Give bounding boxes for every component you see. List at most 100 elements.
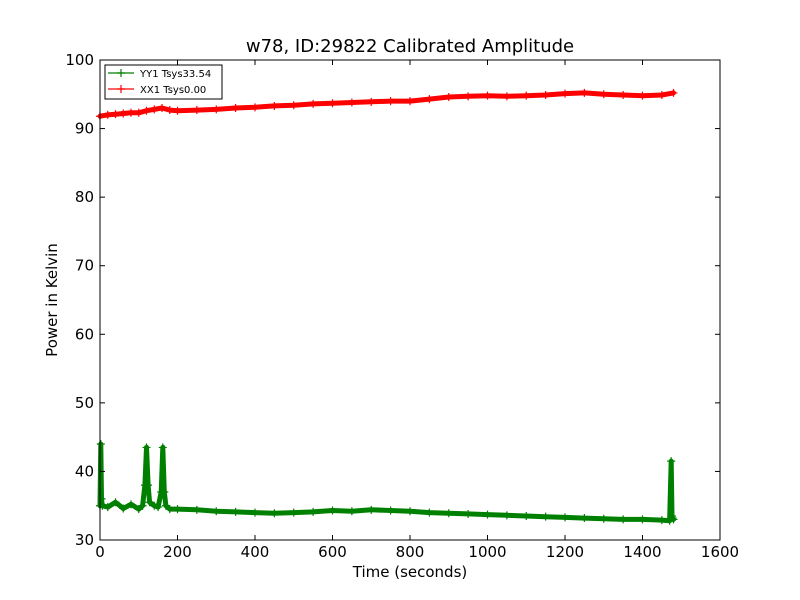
data-point (119, 109, 128, 118)
data-point (231, 507, 240, 516)
data-point (127, 500, 135, 509)
data-point (173, 505, 182, 514)
data-point (386, 97, 395, 106)
data-point (328, 506, 337, 515)
y-tick-label: 100 (65, 51, 94, 69)
data-point (669, 515, 678, 524)
x-tick-label: 1000 (468, 543, 506, 561)
x-tick-label: 600 (318, 543, 347, 561)
data-point (522, 91, 531, 100)
data-point (580, 514, 589, 523)
data-point (367, 505, 376, 514)
legend: YY1 Tsys33.54 XX1 Tsys0.00 (104, 64, 223, 100)
data-point (111, 110, 120, 119)
y-axis-label: Power in Kelvin (43, 243, 61, 357)
data-point (289, 508, 298, 517)
data-point (619, 90, 628, 99)
data-point (667, 512, 676, 520)
x-tick-label: 200 (163, 543, 192, 561)
ticks-layer: 0 200 400 600 800 1000 1200 1400 1600 30 40 50 60 70 8… (65, 51, 739, 561)
data-point (522, 512, 531, 520)
data-point (309, 99, 318, 108)
legend-label-yy1: YY1 Tsys33.54 (139, 69, 211, 80)
data-point (103, 503, 112, 512)
data-point (158, 104, 166, 112)
data-point (270, 509, 279, 518)
data-point (165, 505, 174, 514)
x-tick-label: 800 (396, 543, 425, 561)
data-point (561, 89, 569, 98)
data-point (251, 508, 259, 517)
data-point (541, 512, 550, 521)
data-point (160, 488, 169, 496)
x-tick-label: 0 (95, 543, 105, 561)
plot-area (100, 60, 720, 540)
data-point (119, 504, 128, 513)
data-point (111, 498, 120, 507)
y-tick-label: 70 (75, 257, 94, 275)
data-point (561, 513, 569, 522)
data-point (483, 510, 492, 519)
x-tick-label: 1600 (701, 543, 739, 561)
data-point (619, 515, 628, 524)
data-point (150, 501, 159, 510)
y-tick-label: 80 (75, 188, 94, 206)
y-tick-label: 30 (75, 531, 94, 549)
data-point (502, 511, 511, 520)
data-point (599, 514, 608, 523)
data-point (580, 88, 589, 97)
data-point (541, 90, 550, 99)
data-point (212, 507, 221, 516)
legend-marker-yy1 (117, 69, 125, 77)
data-point (127, 108, 135, 117)
data-point (483, 91, 492, 100)
data-point (425, 95, 434, 104)
data-point (669, 88, 678, 97)
data-point (667, 457, 676, 466)
data-point (251, 103, 259, 112)
data-point (444, 509, 453, 518)
data-point (96, 440, 105, 448)
data-point (668, 514, 677, 523)
data-point (103, 110, 112, 119)
data-point (464, 509, 473, 518)
x-tick-label: 400 (241, 543, 270, 561)
y-tick-label: 40 (75, 462, 94, 480)
data-point (347, 98, 356, 107)
data-point (406, 97, 414, 106)
data-point (657, 90, 666, 99)
data-point (638, 91, 647, 100)
data-point (406, 507, 414, 516)
x-tick-label: 1200 (546, 543, 584, 561)
data-point (144, 481, 153, 490)
data-point (212, 105, 221, 114)
y-tick-label: 50 (75, 394, 94, 412)
data-point (192, 106, 201, 115)
data-point (192, 505, 201, 514)
legend-label-xx1: XX1 Tsys0.00 (140, 85, 206, 96)
data-point (309, 507, 318, 516)
data-point (142, 106, 151, 115)
data-point (142, 443, 151, 452)
data-point (289, 101, 298, 110)
data-point (386, 506, 395, 515)
data-point (270, 101, 279, 110)
data-point (638, 515, 647, 524)
data-point (328, 99, 337, 108)
data-point (97, 494, 106, 503)
data-point (161, 501, 170, 510)
data-point (367, 97, 376, 106)
data-point (165, 106, 174, 115)
data-point (425, 508, 434, 517)
chart-title: w78, ID:29822 Calibrated Amplitude (246, 36, 574, 57)
data-point (347, 507, 356, 516)
series-layer (96, 88, 678, 525)
data-point (150, 105, 159, 114)
data-point (145, 498, 154, 507)
legend-marker-xx1 (117, 85, 125, 93)
data-point (231, 104, 240, 112)
data-point (464, 92, 473, 101)
data-point (134, 108, 143, 117)
data-point (173, 106, 182, 115)
